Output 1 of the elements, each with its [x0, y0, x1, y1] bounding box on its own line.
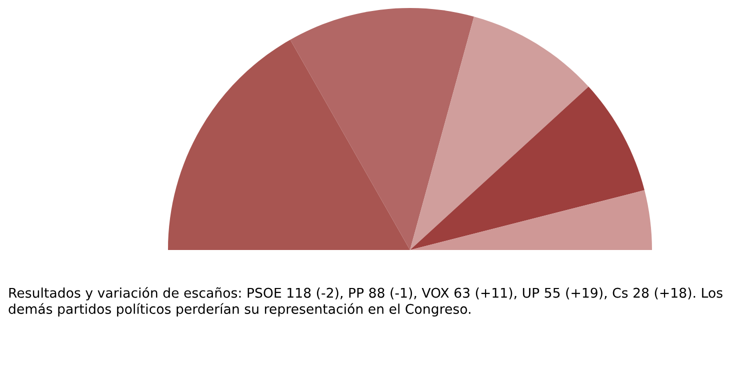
text: Resultados y variación de escaños: PSOE 118 (-2), PP 88 (-1), VOX 63 (+11), UP 55 (+19), Cs 28 (+18). Los demás partidos políticos perderían su representación en el Congreso.	[8, 287, 722, 317]
